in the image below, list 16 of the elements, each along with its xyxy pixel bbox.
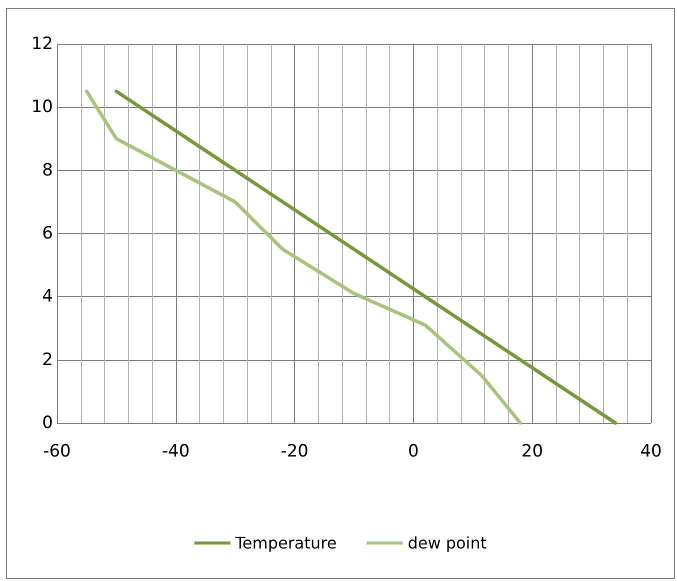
x-tick-label: -40 [162, 442, 190, 462]
legend-label: dew point [408, 534, 487, 552]
x-tick-label: 40 [640, 442, 662, 462]
x-tick-label: 20 [521, 442, 544, 462]
y-tick-label: 2 [42, 350, 53, 370]
x-tick-label: -60 [43, 442, 71, 462]
y-tick-label: 4 [42, 286, 53, 307]
x-tick-label: -20 [280, 442, 308, 462]
x-tick-label: 0 [408, 442, 419, 462]
y-tick-label: 0 [42, 413, 53, 433]
y-tick-label: 6 [42, 224, 53, 244]
line-series [84, 90, 522, 425]
y-tick-label: 12 [31, 34, 53, 54]
y-tick-label: 10 [31, 97, 53, 118]
legend-label: Temperature [234, 534, 337, 552]
y-tick-label: 8 [42, 160, 53, 180]
